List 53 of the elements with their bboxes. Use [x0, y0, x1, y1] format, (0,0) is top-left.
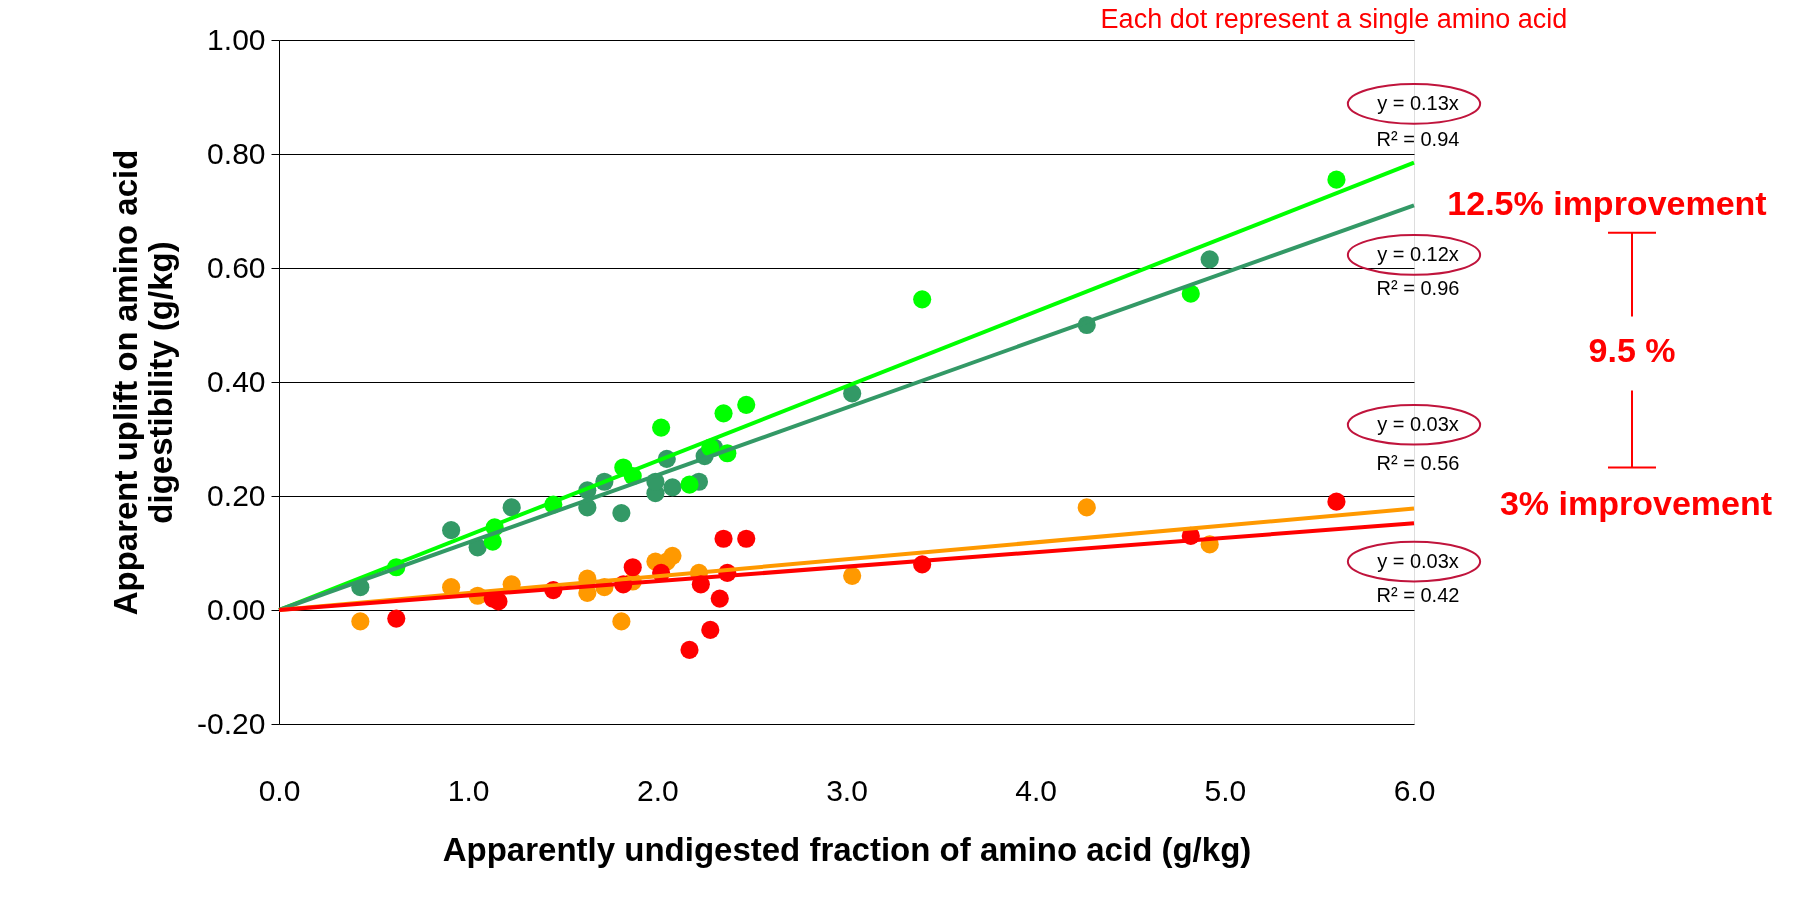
annotation: R² = 0.96	[1376, 277, 1460, 300]
text: 9.5 %	[1588, 331, 1676, 370]
point	[1077, 498, 1096, 517]
point	[701, 620, 720, 640]
annotation: y = 0.03x	[1377, 412, 1459, 435]
annotation: y = 0.12x	[1377, 242, 1459, 265]
point	[710, 589, 729, 608]
x-tick-label: 1.0	[447, 773, 490, 807]
y-tick-label: 1.00	[207, 22, 266, 56]
point	[351, 612, 370, 631]
point	[913, 290, 932, 309]
chart-title: Each dot represent a single amino acid	[1100, 4, 1568, 34]
point	[663, 478, 682, 497]
point	[737, 395, 756, 414]
point	[387, 609, 406, 628]
point	[623, 558, 642, 577]
x-tick-label: 6.0	[1393, 773, 1436, 807]
point	[612, 504, 631, 523]
x-tick-label: 0.0	[258, 773, 301, 807]
text: 3% improvement	[1499, 484, 1773, 523]
point	[1200, 250, 1219, 269]
point	[612, 612, 631, 631]
y-tick-label: 0.20	[207, 478, 266, 512]
annotation: y = 0.03x	[1377, 549, 1459, 572]
point	[843, 384, 862, 403]
point	[737, 529, 756, 548]
text: 12.5% improvement	[1447, 183, 1767, 222]
point	[1327, 492, 1346, 511]
y-tick-label: 0.60	[207, 250, 266, 284]
point	[843, 566, 862, 585]
x-tick-label: 3.0	[826, 773, 868, 807]
point	[714, 404, 733, 423]
annotation: R² = 0.42	[1376, 584, 1460, 607]
point	[502, 498, 521, 517]
x-axis-title: Apparently undigested fraction of amino acid (g/kg)	[442, 830, 1252, 868]
annotation: R² = 0.56	[1376, 451, 1460, 474]
point	[680, 475, 699, 494]
x-tick-label: 4.0	[1015, 773, 1058, 807]
y-tick-label: -0.20	[197, 706, 266, 740]
point	[714, 529, 733, 548]
y-tick-label: 0.80	[207, 136, 266, 170]
x-tick-label: 2.0	[636, 773, 679, 807]
y-tick-label: 0.00	[207, 592, 266, 626]
y-tick-label: 0.40	[207, 364, 266, 398]
point	[652, 418, 671, 437]
point	[663, 546, 682, 565]
point	[680, 640, 699, 659]
annotation: R² = 0.94	[1376, 128, 1460, 151]
x-tick-label: 5.0	[1204, 773, 1247, 807]
annotation: y = 0.13x	[1377, 91, 1459, 114]
point	[1327, 170, 1346, 189]
point	[442, 521, 461, 540]
y-axis-title: Apparent uplift on amino acid digestibility (g/kg)	[107, 149, 180, 616]
